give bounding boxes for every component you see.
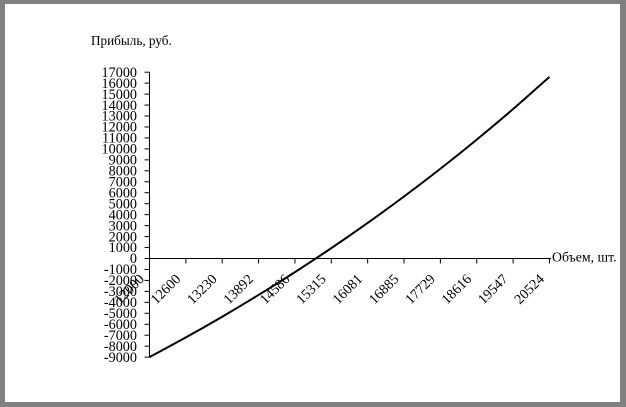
svg-text:15000: 15000 xyxy=(102,87,137,103)
svg-text:-5000: -5000 xyxy=(104,306,137,322)
svg-text:-1000: -1000 xyxy=(104,262,137,278)
svg-text:12000: 12000 xyxy=(102,120,137,136)
svg-text:1000: 1000 xyxy=(109,240,137,256)
svg-text:-4000: -4000 xyxy=(104,295,137,311)
svg-text:Объем, шт.: Объем, шт. xyxy=(552,250,617,265)
svg-text:5000: 5000 xyxy=(109,196,137,212)
svg-text:16000: 16000 xyxy=(102,76,137,92)
svg-text:13000: 13000 xyxy=(102,109,137,125)
svg-text:-9000: -9000 xyxy=(104,350,137,366)
svg-text:0: 0 xyxy=(130,251,137,267)
svg-text:-6000: -6000 xyxy=(104,317,137,333)
svg-text:10000: 10000 xyxy=(102,142,137,158)
svg-text:17000: 17000 xyxy=(102,65,137,81)
svg-text:-7000: -7000 xyxy=(104,328,137,344)
svg-text:6000: 6000 xyxy=(109,185,137,201)
svg-text:7000: 7000 xyxy=(109,174,137,190)
svg-text:-2000: -2000 xyxy=(104,273,137,289)
svg-text:3000: 3000 xyxy=(109,218,137,234)
svg-text:2000: 2000 xyxy=(109,229,137,245)
svg-text:4000: 4000 xyxy=(109,207,137,223)
svg-text:-3000: -3000 xyxy=(104,284,137,300)
svg-text:9000: 9000 xyxy=(109,153,137,169)
svg-text:11000: 11000 xyxy=(102,131,137,147)
svg-text:8000: 8000 xyxy=(109,164,137,180)
svg-text:14000: 14000 xyxy=(102,98,137,114)
svg-text:-8000: -8000 xyxy=(104,339,137,355)
svg-text:Прибыль, руб.: Прибыль, руб. xyxy=(91,33,172,48)
